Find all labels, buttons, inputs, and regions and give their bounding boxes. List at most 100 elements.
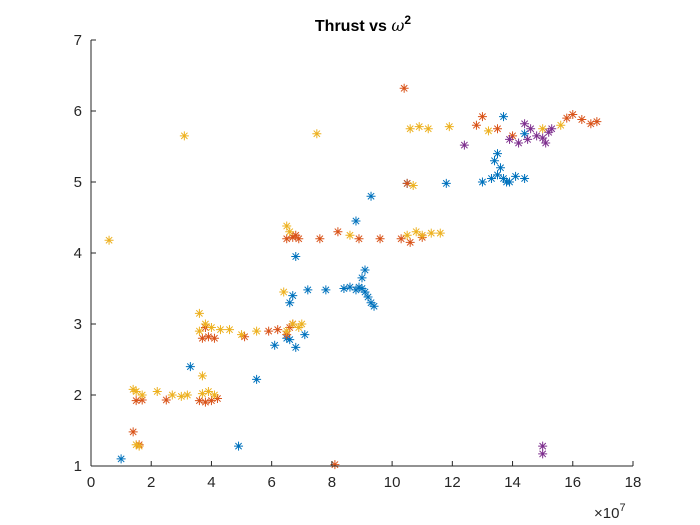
data-point: [152, 386, 162, 396]
data-point: [493, 149, 502, 159]
data-point: [514, 138, 524, 148]
data-point: [234, 441, 244, 451]
data-point: [200, 397, 210, 407]
data-point: [264, 326, 274, 336]
data-point: [562, 113, 572, 123]
y-tick-label: 4: [74, 245, 82, 262]
data-point: [586, 119, 596, 129]
data-point: [291, 252, 301, 262]
data-point: [291, 230, 301, 240]
data-point: [556, 120, 566, 130]
data-point: [312, 129, 322, 139]
data-point: [459, 140, 469, 150]
data-point: [291, 342, 301, 352]
data-point: [366, 191, 376, 201]
data-point: [321, 285, 331, 295]
x-tick-label: 6: [267, 474, 275, 491]
data-point: [282, 221, 292, 231]
data-point: [182, 390, 192, 400]
data-point: [538, 133, 548, 143]
data-point: [360, 265, 370, 275]
data-point: [511, 171, 521, 181]
data-point: [194, 396, 204, 406]
data-point: [357, 273, 367, 283]
data-point: [414, 122, 424, 132]
data-point: [194, 326, 204, 336]
data-point: [300, 330, 310, 340]
data-point: [399, 83, 409, 93]
data-point: [252, 374, 262, 384]
series-3: [104, 120, 566, 451]
data-point: [297, 319, 307, 329]
data-point: [523, 134, 533, 144]
data-point: [161, 395, 171, 405]
data-point: [179, 131, 189, 141]
data-point: [215, 325, 225, 335]
data-point: [137, 390, 147, 400]
data-point: [285, 298, 295, 308]
data-point: [366, 298, 376, 308]
data-point: [493, 124, 502, 134]
data-point: [345, 282, 355, 292]
data-point: [134, 441, 144, 451]
data-point: [279, 287, 289, 297]
data-point: [128, 384, 138, 394]
x-tick-label: 16: [564, 474, 581, 491]
data-point: [496, 163, 506, 173]
data-point: [493, 170, 502, 180]
data-point: [176, 391, 186, 401]
data-point: [194, 308, 204, 318]
data-point: [206, 396, 216, 406]
data-point: [405, 124, 415, 134]
x-tick-label: 12: [444, 474, 461, 491]
data-point: [270, 340, 280, 350]
data-point: [330, 460, 340, 470]
data-point: [185, 362, 195, 372]
data-point: [197, 333, 207, 343]
data-point: [402, 178, 412, 188]
data-point: [294, 323, 304, 333]
data-point: [538, 124, 548, 134]
data-point: [520, 129, 530, 139]
data-point: [408, 181, 418, 191]
data-point: [252, 326, 262, 336]
data-point: [197, 371, 207, 381]
data-point: [212, 394, 222, 404]
data-point: [282, 326, 292, 336]
data-point: [477, 112, 487, 122]
data-point: [444, 122, 454, 132]
data-point: [131, 396, 141, 406]
data-point: [486, 173, 496, 183]
data-point: [206, 323, 216, 333]
data-point: [526, 124, 536, 134]
data-point: [544, 127, 554, 137]
y-tick-label: 1: [74, 458, 82, 475]
y-tick-label: 5: [74, 174, 82, 191]
data-point: [339, 284, 349, 293]
data-point: [577, 115, 587, 125]
data-point: [499, 173, 509, 183]
data-point: [240, 332, 250, 342]
data-point: [541, 138, 551, 148]
data-point: [282, 234, 292, 244]
data-point: [508, 131, 518, 141]
data-point: [532, 131, 542, 141]
data-point: [288, 291, 298, 301]
data-point: [203, 332, 213, 342]
data-point: [520, 173, 530, 183]
data-point: [547, 124, 557, 134]
data-point: [345, 230, 355, 240]
data-point: [405, 237, 415, 247]
data-point: [363, 292, 373, 302]
data-point: [104, 235, 114, 245]
data-point: [273, 325, 283, 335]
data-point: [197, 389, 207, 399]
data-point: [128, 427, 138, 437]
data-point: [285, 335, 295, 345]
y-tick-label: 6: [74, 103, 82, 120]
data-point: [288, 232, 298, 242]
x-tick-label: 10: [384, 474, 401, 491]
x-tick-label: 2: [147, 474, 155, 491]
